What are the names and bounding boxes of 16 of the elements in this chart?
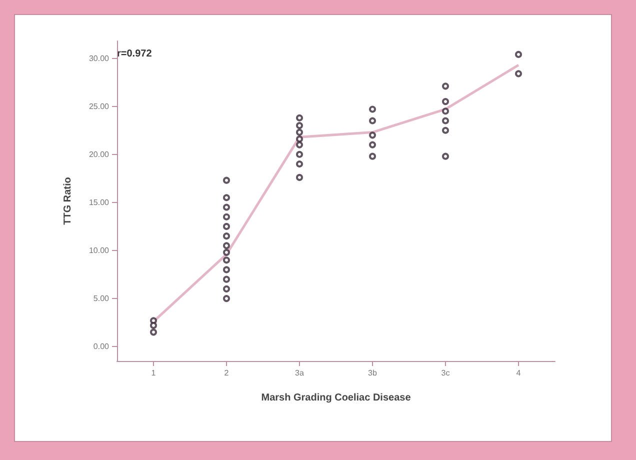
y-tick-label: 5.00 — [93, 294, 110, 304]
y-tick-label: 25.00 — [88, 102, 110, 111]
x-tick-label: 3a — [295, 368, 304, 378]
x-tick-label: 1 — [151, 368, 156, 378]
y-tick-label: 30.00 — [88, 54, 110, 63]
y-tick-label: 10.00 — [88, 246, 110, 255]
y-tick-label: 15.00 — [88, 198, 110, 207]
y-tick-label: 0.00 — [93, 342, 110, 352]
x-axis-title: Marsh Grading Coeliac Disease — [261, 392, 412, 404]
x-tick-label: 2 — [224, 368, 230, 378]
y-axis-title: TTG Ratio — [62, 177, 74, 225]
x-tick-label: 3b — [368, 368, 378, 378]
x-tick-label: 3c — [441, 368, 450, 378]
annotation: r=0.972 — [117, 48, 152, 60]
y-tick-label: 20.00 — [88, 150, 110, 159]
x-tick-label: 4 — [516, 368, 522, 378]
